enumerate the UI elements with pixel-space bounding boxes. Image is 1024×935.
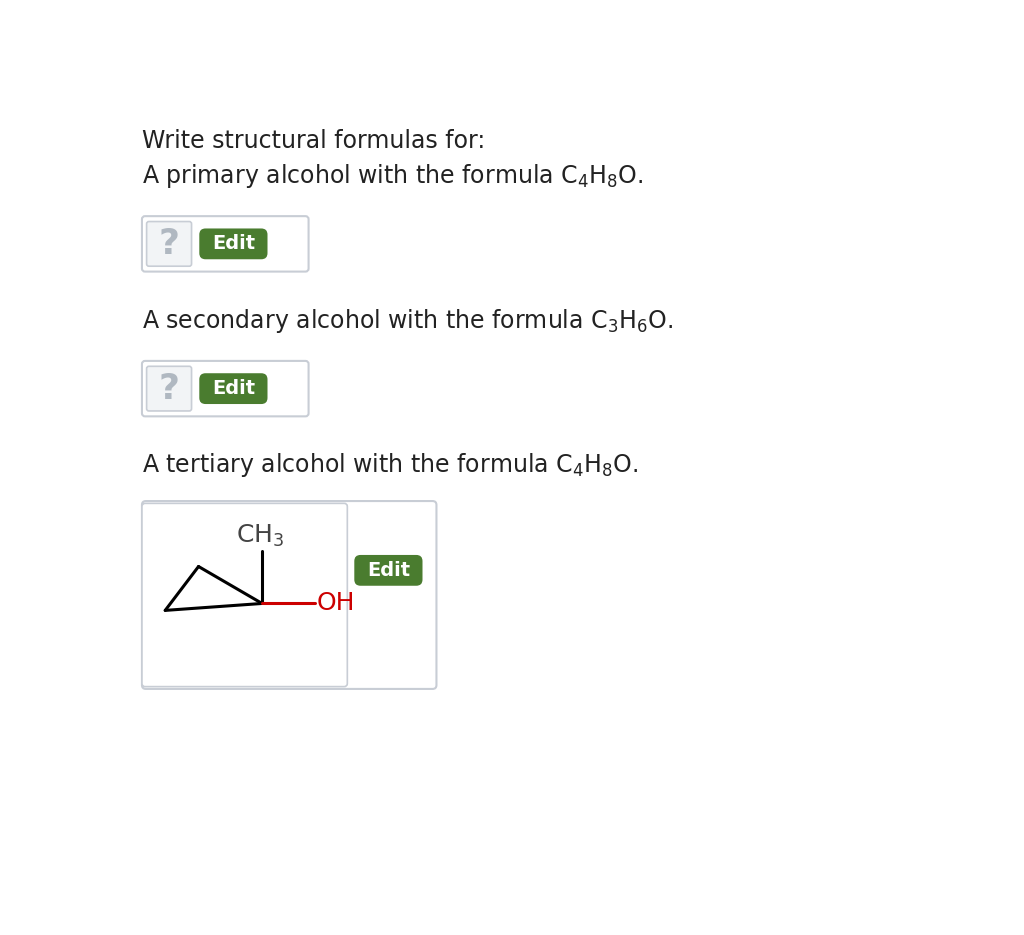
Text: Edit: Edit <box>212 235 255 253</box>
Text: ?: ? <box>159 227 179 261</box>
FancyBboxPatch shape <box>142 503 347 686</box>
Text: Edit: Edit <box>367 561 410 580</box>
FancyBboxPatch shape <box>200 228 267 259</box>
Text: Write structural formulas for:: Write structural formulas for: <box>142 129 485 153</box>
FancyBboxPatch shape <box>142 216 308 271</box>
Text: OH: OH <box>316 592 355 615</box>
Text: ?: ? <box>159 371 179 406</box>
Text: A tertiary alcohol with the formula $\mathregular{C_4H_8O}$.: A tertiary alcohol with the formula $\ma… <box>142 451 638 479</box>
FancyBboxPatch shape <box>200 373 267 404</box>
FancyBboxPatch shape <box>354 555 423 585</box>
Text: CH$_3$: CH$_3$ <box>237 523 285 549</box>
FancyBboxPatch shape <box>142 501 436 689</box>
FancyBboxPatch shape <box>142 361 308 416</box>
Text: A secondary alcohol with the formula $\mathregular{C_3H_6O}$.: A secondary alcohol with the formula $\m… <box>142 307 673 335</box>
Text: A primary alcohol with the formula $\mathregular{C_4H_8O}$.: A primary alcohol with the formula $\mat… <box>142 163 643 190</box>
Text: Edit: Edit <box>212 379 255 398</box>
FancyBboxPatch shape <box>146 222 191 266</box>
FancyBboxPatch shape <box>146 367 191 411</box>
